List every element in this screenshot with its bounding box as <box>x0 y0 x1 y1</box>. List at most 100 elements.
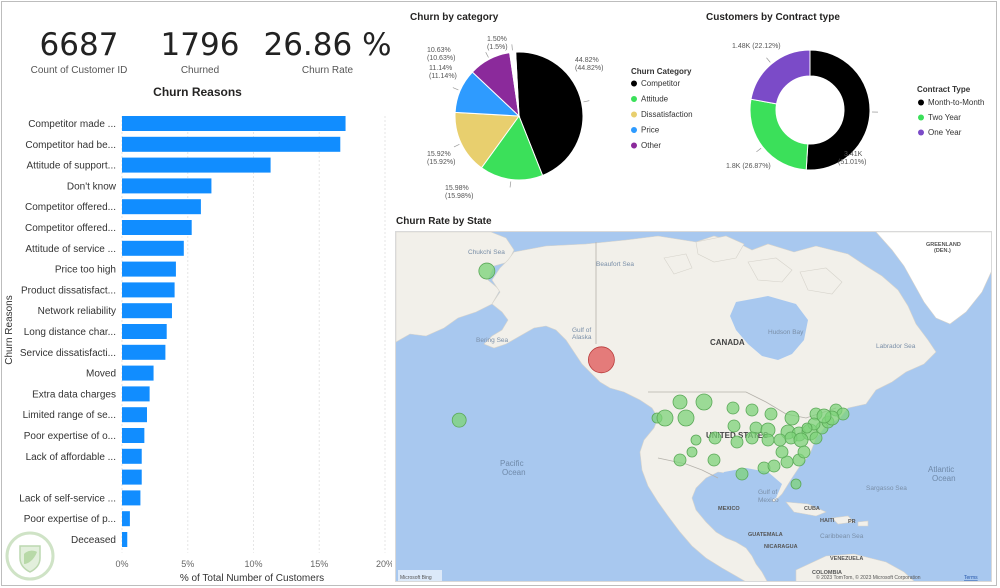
map-label-haiti: HAITI <box>820 518 835 524</box>
map-terms-link[interactable]: Terms <box>964 575 978 581</box>
leader-line <box>453 144 460 148</box>
data-label: (15.92%) <box>427 159 455 166</box>
state-bubbles[interactable] <box>651 393 850 490</box>
y-tick-label: Competitor offered... <box>25 223 116 234</box>
land-greenland <box>875 232 991 325</box>
contract-type-chart[interactable]: 3.41K(51.01%) 1.8K (26.87%) 1.48K (22.12%)… <box>700 26 995 206</box>
state-bubble[interactable] <box>451 412 467 428</box>
map-label-gulf-alaska-2: Alaska <box>572 334 592 341</box>
slice[interactable] <box>805 49 871 171</box>
contract-type-title: Customers by Contract type <box>706 12 840 23</box>
bar[interactable] <box>122 532 128 547</box>
y-tick-label: Limited range of se... <box>23 410 116 421</box>
data-label: (11.14%) <box>429 73 457 80</box>
bar[interactable] <box>122 136 341 152</box>
map-label-atlantic: Atlantic <box>928 465 954 474</box>
data-label: 15.98% <box>445 185 469 192</box>
kpi-value: 26.86 % <box>263 27 392 63</box>
bar[interactable] <box>122 490 141 506</box>
brand-logo <box>5 531 55 581</box>
y-tick-label: Extra data charges <box>32 389 116 400</box>
y-tick-label: Don't know <box>67 181 117 192</box>
map-copyright: © 2023 TomTom, © 2023 Microsoft Corporat… <box>816 574 921 581</box>
churn-by-category-chart[interactable]: 44.82%(44.82%) 15.98%(15.98%) 15.92%(15.92… <box>395 26 700 206</box>
bar[interactable] <box>122 511 130 527</box>
legend-marker <box>918 129 924 136</box>
slice[interactable] <box>749 98 809 171</box>
bar[interactable] <box>122 199 201 215</box>
map-label-gulf-mexico-2: Mexico <box>758 497 779 504</box>
slice[interactable] <box>454 111 520 169</box>
bar[interactable] <box>122 220 192 235</box>
map-label-gulf-mexico: Gulf of <box>758 489 777 496</box>
legend-title: Churn Category <box>631 67 692 76</box>
churn-by-state-title: Churn Rate by State <box>396 216 492 227</box>
land-russia <box>396 232 515 343</box>
map-label-nicaragua: NICARAGUA <box>764 544 798 550</box>
y-tick-label: Competitor had be... <box>25 140 116 151</box>
data-label: (44.82%) <box>575 65 603 72</box>
bar[interactable] <box>122 303 172 319</box>
y-axis-title: Churn Reasons <box>4 295 15 364</box>
slice[interactable] <box>515 51 584 177</box>
slice[interactable] <box>509 51 520 117</box>
bar[interactable] <box>122 324 167 339</box>
map-label-labrador: Labrador Sea <box>876 343 916 350</box>
bar[interactable] <box>122 344 166 360</box>
churn-by-category-title: Churn by category <box>410 12 499 23</box>
y-tick-label: Attitude of support... <box>27 161 117 172</box>
y-tick-label: Deceased <box>71 535 116 546</box>
bar[interactable] <box>122 178 212 194</box>
map-label-caribbean: Caribbean Sea <box>820 533 864 540</box>
bar[interactable] <box>122 469 142 485</box>
state-bubble[interactable] <box>587 346 615 374</box>
churn-reasons-chart[interactable]: 0% 5% 10% 15% 20% Competitor made ... Competit… <box>0 100 392 586</box>
bar[interactable] <box>122 428 145 443</box>
data-label: 1.8K (26.87%) <box>726 163 771 170</box>
bar[interactable] <box>122 261 176 277</box>
churn-reasons-title: Churn Reasons <box>153 85 242 99</box>
bar[interactable] <box>122 365 154 381</box>
bar[interactable] <box>122 386 150 402</box>
kpi-label: Count of Customer ID <box>30 65 128 76</box>
y-tick-label: Price too high <box>55 265 116 276</box>
leader-line <box>583 100 590 103</box>
map-label-colombia: COLOMBIA <box>812 570 842 576</box>
x-tick-label: 20% <box>376 559 392 569</box>
churn-by-state-map[interactable]: Chukchi Sea Beaufort Sea Gulf of Alaska … <box>395 231 992 582</box>
slice[interactable] <box>480 114 544 181</box>
slice[interactable] <box>750 49 811 105</box>
legend-marker <box>631 96 637 102</box>
bar[interactable] <box>122 407 147 423</box>
map-label-greenland-2: (DEN.) <box>934 248 951 254</box>
legend-title: Contract Type <box>917 85 971 94</box>
bar[interactable] <box>122 240 184 256</box>
bar[interactable] <box>122 282 175 298</box>
legend-label: Competitor <box>641 79 680 88</box>
map-label-gulf-alaska: Gulf of <box>572 327 591 334</box>
kpi-churn-rate[interactable]: 26.86 % Churn Rate <box>260 28 395 76</box>
bar[interactable] <box>122 157 271 173</box>
map-label-greenland: GREENLAND <box>926 242 961 248</box>
y-tick-label: Network reliability <box>38 306 116 317</box>
legend-label: Other <box>641 141 661 150</box>
legend-label: Two Year <box>928 113 961 122</box>
leader-line <box>485 51 489 58</box>
legend-label: Price <box>641 126 660 135</box>
leader-line <box>756 147 762 153</box>
legend-marker <box>918 99 924 106</box>
kpi-churned[interactable]: 1796 Churned <box>145 28 255 76</box>
data-label: 1.48K (22.12%) <box>732 43 781 50</box>
y-tick-label: Competitor made ... <box>28 119 116 130</box>
state-bubble[interactable] <box>478 262 496 280</box>
y-tick-label: Competitor offered... <box>25 202 116 213</box>
map-label-beaufort: Beaufort Sea <box>596 261 634 268</box>
bar[interactable] <box>122 116 346 131</box>
legend-label: Dissatisfaction <box>641 110 693 119</box>
kpi-customer-count[interactable]: 6687 Count of Customer ID <box>18 28 140 76</box>
bar[interactable] <box>122 448 142 464</box>
map-label-pacific-2: Ocean <box>502 468 526 477</box>
data-label: (10.63%) <box>427 55 455 62</box>
y-tick-label: Poor expertise of o... <box>24 431 116 442</box>
hudson-bay <box>730 296 808 360</box>
